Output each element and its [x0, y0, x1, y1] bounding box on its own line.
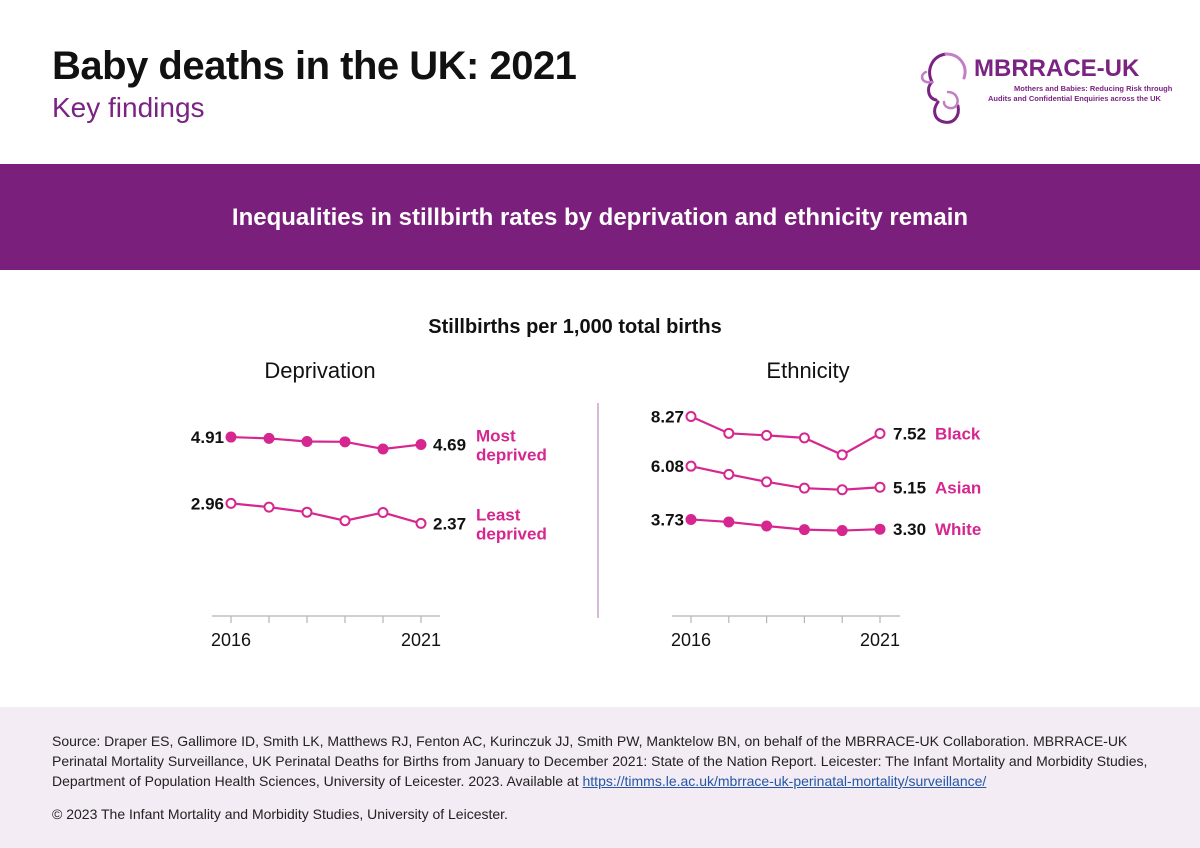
deprivation-most-deprived-point [339, 436, 351, 448]
page-subtitle: Key findings [52, 92, 205, 123]
ethnicity-x-tick-label: 2016 [671, 630, 711, 650]
ethnicity-asian-start-label: 6.08 [651, 457, 684, 476]
ethnicity-white-point [723, 516, 735, 528]
ethnicity-black-point [761, 429, 773, 441]
ethnicity-black-point [723, 427, 735, 439]
ethnicity-chart-title: Ethnicity [766, 358, 849, 383]
ethnicity-asian-point [874, 481, 886, 493]
deprivation-least-deprived-point [263, 501, 275, 513]
deprivation-most-deprived-point [225, 431, 237, 443]
ethnicity-white-point [798, 524, 810, 536]
deprivation-most-deprived-start-label: 4.91 [191, 428, 224, 447]
deprivation-least-deprived-name-label: Least [476, 505, 521, 524]
deprivation-least-deprived-start-label: 2.96 [191, 494, 224, 513]
deprivation-least-deprived-name-label: deprived [476, 524, 547, 543]
ethnicity-white-point [836, 525, 848, 537]
ethnicity-asian-point [723, 468, 735, 480]
ethnicity-black-point [874, 428, 886, 440]
source-citation: Source: Draper ES, Gallimore ID, Smith L… [52, 731, 1162, 791]
deprivation-least-deprived-end-label: 2.37 [433, 514, 466, 533]
ethnicity-black-start-label: 8.27 [651, 408, 684, 427]
ethnicity-x-tick-label: 2021 [860, 630, 900, 650]
deprivation-most-deprived-point [263, 432, 275, 444]
deprivation-least-deprived-point [415, 517, 427, 529]
ethnicity-black-end-label: 7.52 [893, 425, 926, 444]
source-link[interactable]: https://timms.le.ac.uk/mbrrace-uk-perina… [582, 773, 987, 789]
deprivation-most-deprived-point [301, 435, 313, 447]
deprivation-most-deprived-point [415, 439, 427, 451]
chart-heading: Stillbirths per 1,000 total births [428, 316, 722, 338]
deprivation-least-deprived-line [230, 502, 422, 525]
ethnicity-white-point [874, 523, 886, 535]
copyright: © 2023 The Infant Mortality and Morbidit… [52, 806, 508, 822]
page-title: Baby deaths in the UK: 2021 [52, 44, 577, 88]
logo-tagline-line1: Mothers and Babies: Reducing Risk throug… [1014, 84, 1173, 93]
mbrrace-logo: MBRRACE-UK Mothers and Babies: Reducing … [918, 48, 1172, 128]
deprivation-most-deprived-point [377, 443, 389, 455]
ethnicity-white-line [690, 518, 881, 532]
ethnicity-white-point [761, 520, 773, 532]
ethnicity-asian-point [798, 482, 810, 494]
ethnicity-black-name-label: Black [935, 425, 981, 444]
banner-text: Inequalities in stillbirth rates by depr… [231, 204, 969, 231]
ethnicity-black-line [690, 415, 881, 457]
ethnicity-black-point [685, 411, 697, 423]
deprivation-x-tick-label: 2021 [401, 630, 441, 650]
ethnicity-asian-line [690, 465, 881, 491]
ethnicity-white-name-label: White [935, 520, 981, 539]
ethnicity-white-point [685, 513, 697, 525]
footer: Source: Draper ES, Gallimore ID, Smith L… [0, 707, 1200, 848]
deprivation-least-deprived-point [301, 506, 313, 518]
deprivation-most-deprived-line [230, 435, 422, 451]
header: Baby deaths in the UK: 2021 Key findings… [0, 0, 1200, 164]
key-finding-banner: Inequalities in stillbirth rates by depr… [0, 164, 1200, 270]
deprivation-chart-title: Deprivation [264, 358, 375, 383]
deprivation-least-deprived-point [225, 497, 237, 509]
logo-tagline-line2: Audits and Confidential Enquiries across… [988, 94, 1161, 103]
deprivation-x-tick-label: 2016 [211, 630, 251, 650]
logo-name: MBRRACE-UK [974, 55, 1140, 82]
deprivation-most-deprived-name-label: deprived [476, 446, 547, 465]
mother-baby-logo-icon [920, 52, 967, 124]
ethnicity-asian-name-label: Asian [935, 478, 981, 497]
ethnicity-asian-point [836, 484, 848, 496]
ethnicity-white-end-label: 3.30 [893, 520, 926, 539]
ethnicity-white-start-label: 3.73 [651, 510, 684, 529]
deprivation-least-deprived-point [339, 515, 351, 527]
deprivation-most-deprived-end-label: 4.69 [433, 436, 466, 455]
ethnicity-black-point [836, 449, 848, 461]
ethnicity-asian-point [685, 460, 697, 472]
ethnicity-asian-end-label: 5.15 [893, 478, 926, 497]
source-text: Source: Draper ES, Gallimore ID, Smith L… [52, 733, 1148, 789]
deprivation-most-deprived-name-label: Most [476, 427, 516, 446]
ethnicity-black-point [798, 432, 810, 444]
deprivation-least-deprived-point [377, 507, 389, 519]
ethnicity-asian-point [761, 476, 773, 488]
